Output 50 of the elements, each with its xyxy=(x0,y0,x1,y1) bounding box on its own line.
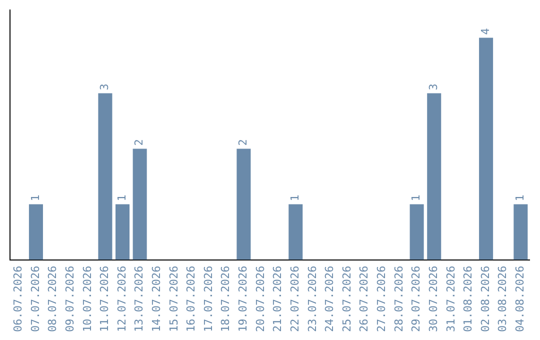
x-tick-label: 29.07.2026 xyxy=(410,266,423,332)
bar xyxy=(132,148,147,260)
x-tick-label: 27.07.2026 xyxy=(375,266,388,332)
x-tick-label: 30.07.2026 xyxy=(426,266,440,332)
x-tick-label: 13.07.2026 xyxy=(132,266,146,332)
bar xyxy=(116,204,130,260)
bar xyxy=(514,204,528,260)
data-label: 3 xyxy=(98,84,112,90)
bar xyxy=(98,93,112,260)
x-tick-label: 09.07.2026 xyxy=(63,266,76,332)
x-tick-label: 06.07.2026 xyxy=(12,266,25,332)
x-tick-label: 21.07.2026 xyxy=(271,266,284,332)
data-label: 1 xyxy=(410,194,423,202)
x-tick-label: 16.07.2026 xyxy=(184,266,198,332)
x-tick-label: 02.08.2026 xyxy=(478,266,492,332)
x-tick-label: 23.07.2026 xyxy=(306,266,319,332)
x-tick-label: 01.08.2026 xyxy=(462,266,475,332)
x-tick-label: 31.07.2026 xyxy=(444,266,458,332)
x-tick-label: 04.08.2026 xyxy=(514,266,527,332)
x-tick-label: 07.07.2026 xyxy=(28,266,42,332)
x-tick-label: 19.07.2026 xyxy=(236,266,250,332)
bar xyxy=(479,38,494,260)
x-tick-label: 12.07.2026 xyxy=(115,266,128,332)
data-label: 3 xyxy=(426,84,440,90)
data-label: 1 xyxy=(115,194,128,202)
data-label: 1 xyxy=(28,194,42,202)
x-tick-label: 17.07.2026 xyxy=(202,266,215,332)
x-tick-label: 22.07.2026 xyxy=(288,266,302,332)
x-tick-label: 24.07.2026 xyxy=(323,266,336,332)
bar xyxy=(288,204,303,260)
x-tick-label: 03.08.2026 xyxy=(496,266,510,332)
x-tick-label: 28.07.2026 xyxy=(392,266,406,332)
data-label: 4 xyxy=(478,28,492,35)
bar xyxy=(28,204,43,260)
data-label: 2 xyxy=(236,139,250,146)
x-tick-label: 15.07.2026 xyxy=(167,266,180,332)
x-tick-label: 08.07.2026 xyxy=(46,266,60,332)
x-tick-label: 20.07.2026 xyxy=(254,266,267,332)
data-label: 1 xyxy=(514,194,527,202)
x-tick-label: 14.07.2026 xyxy=(150,266,163,332)
x-tick-label: 18.07.2026 xyxy=(219,266,232,332)
bar xyxy=(236,148,251,260)
bar xyxy=(410,204,424,260)
x-tick-label: 26.07.2026 xyxy=(358,266,371,332)
x-tick-label: 11.07.2026 xyxy=(98,266,112,332)
x-tick-label: 10.07.2026 xyxy=(80,266,94,332)
data-label: 2 xyxy=(132,139,146,146)
bar xyxy=(427,93,442,260)
data-label: 1 xyxy=(288,194,302,202)
x-tick-label: 25.07.2026 xyxy=(340,266,354,332)
